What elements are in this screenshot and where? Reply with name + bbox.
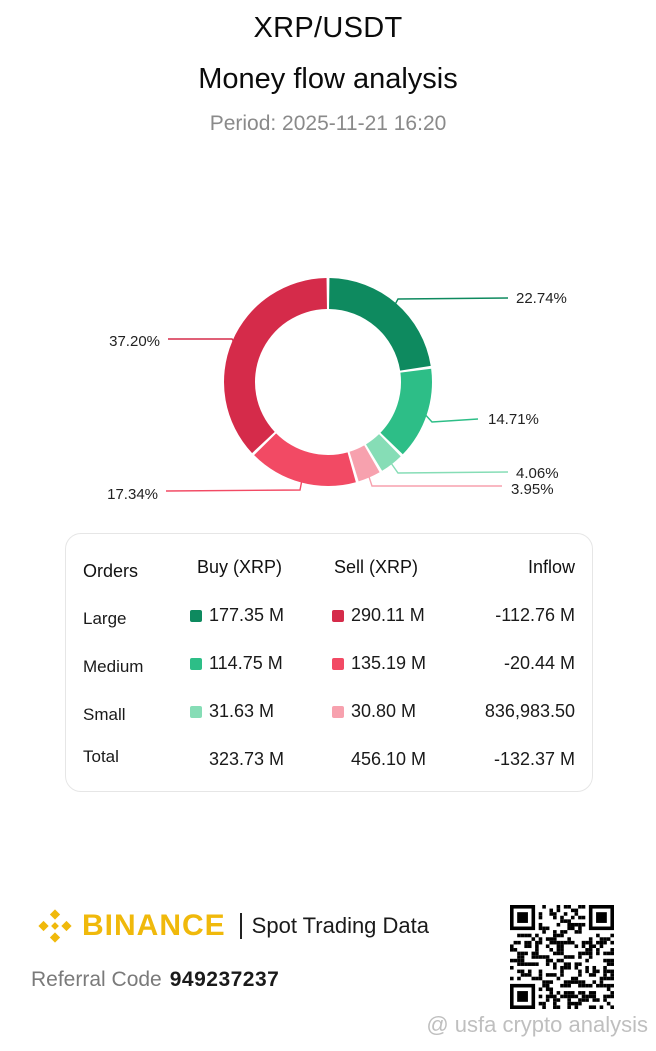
referral-code: 949237237 [169,968,280,991]
header-orders: Orders [83,561,139,581]
slice-label-large-buy: 22.74% [516,290,567,307]
total-sell-value: 456.10 M [351,749,427,769]
row-label-medium: Medium [83,657,144,676]
donut-slice-large-sell [224,278,327,454]
orders-table: Orders Buy (XRP) Sell (XRP) Inflow Large… [65,533,593,792]
binance-logo: BINANCE Spot Trading Data [36,905,429,947]
header-inflow: Inflow [527,557,575,577]
leader-line-large-buy [394,297,509,306]
medium-buy-value: 114.75 M [209,653,283,673]
medium-inflow-value: -20.44 M [503,653,575,673]
row-label-small: Small [83,705,126,724]
donut-slice-small-sell [349,445,380,482]
leader-line-large-sell [168,338,235,343]
period-label: Period: 2025-11-21 16:20 [209,112,447,135]
donut-slice-small-buy [365,434,401,471]
money-flow-donut-chart: 22.74% 14.71% 4.06%3.95% 17.34% 37.20% [107,278,567,503]
small-buy-swatch [190,706,202,718]
row-label-total: Total [83,747,119,766]
large-inflow-value: -112.76 M [495,605,575,625]
slice-label-large-sell: 37.20% [109,333,160,350]
total-buy-value: 323.73 M [209,749,285,769]
medium-sell-cell: 135.19 M [332,653,426,674]
watermark-text: @ usfa crypto analysis [426,1012,648,1037]
leader-line-medium-buy [424,413,479,423]
small-buy-cell: 31.63 M [190,701,274,722]
slice-label-small-buy: 4.06% [516,465,559,482]
header-sell: Sell (XRP) [334,557,419,577]
slice-label-small-sell: 3.95% [511,481,554,498]
slice-label-medium-sell: 17.34% [107,486,158,503]
brand-tagline: Spot Trading Data [251,913,430,938]
binance-diamond-icon [38,909,72,943]
large-sell-cell: 290.11 M [332,605,425,626]
donut-slice-medium-sell [254,433,356,486]
donut-slice-large-buy [329,278,431,371]
pair-title: XRP/USDT [253,12,403,44]
small-sell-value: 30.80 M [351,701,417,721]
small-sell-cell: 30.80 M [332,701,416,722]
brand-name: BINANCE [82,909,226,942]
medium-sell-value: 135.19 M [351,653,427,673]
page-title: Money flow analysis [198,63,458,95]
medium-sell-swatch [332,658,344,670]
slice-label-medium-buy: 14.71% [488,411,539,428]
medium-buy-swatch [190,658,202,670]
large-buy-swatch [190,610,202,622]
small-buy-value: 31.63 M [209,701,275,721]
referral-label: Referral Code [31,968,162,991]
logo-divider [239,913,242,939]
large-sell-value: 290.11 M [351,605,425,625]
header-buy: Buy (XRP) [197,557,283,577]
referral-line: Referral Code 949237237 [31,968,279,992]
small-inflow-value: 836,983.50 [484,701,575,721]
medium-buy-cell: 114.75 M [190,653,283,674]
leader-line-small-sell [367,475,502,487]
leader-line-small-buy [390,462,509,474]
large-buy-cell: 177.35 M [190,605,284,626]
large-sell-swatch [332,610,344,622]
total-inflow-value: -132.37 M [493,749,575,769]
donut-slice-medium-buy [380,368,432,455]
qr-code-icon[interactable] [510,905,614,1009]
large-buy-value: 177.35 M [209,605,285,625]
small-sell-swatch [332,706,344,718]
row-label-large: Large [83,609,127,628]
leader-line-medium-sell [165,480,303,492]
